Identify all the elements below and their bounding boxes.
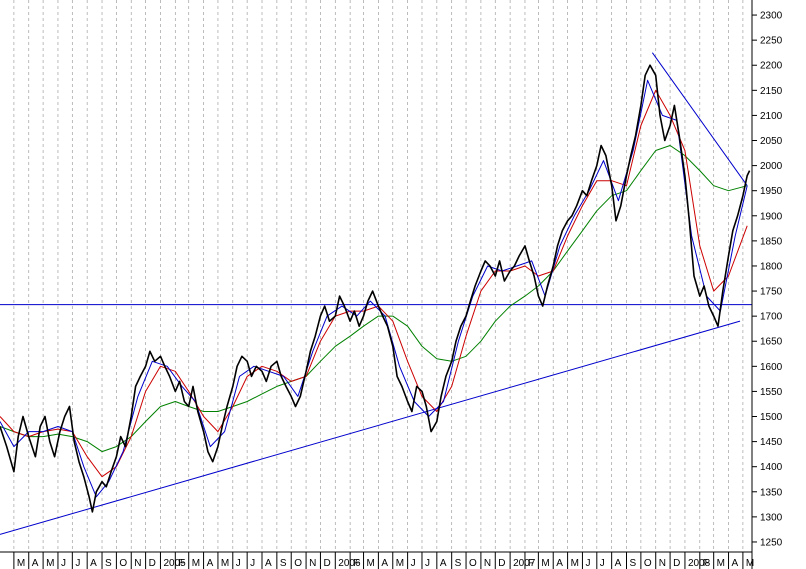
- x-tick-label-36: M: [541, 558, 549, 569]
- y-tick-label-14: 1950: [760, 186, 783, 197]
- x-tick-label-5: A: [90, 558, 97, 569]
- x-tick-label-34: 2007: [513, 558, 536, 569]
- x-tick-label-47: F: [703, 558, 709, 569]
- x-tick-label-50: M: [746, 558, 754, 569]
- grid: [13, 0, 744, 552]
- annotations: [0, 52, 752, 535]
- x-tick-label-15: J: [236, 558, 241, 569]
- y-tick-label-8: 1650: [760, 337, 783, 348]
- y-tick-label-20: 2250: [760, 36, 783, 47]
- trendline-1: [0, 320, 741, 535]
- x-tick-label-49: A: [732, 558, 739, 569]
- x-tick-label-0: M: [17, 558, 25, 569]
- x-tick-label-39: J: [585, 558, 590, 569]
- series: [0, 64, 751, 513]
- y-tick-label-10: 1750: [760, 287, 783, 298]
- y-tick-label-6: 1550: [760, 387, 783, 398]
- x-tick-label-21: D: [323, 558, 330, 569]
- x-tick-label-16: J: [250, 558, 255, 569]
- x-tick-label-44: N: [659, 558, 666, 569]
- x-tick-label-10: 2005: [163, 558, 186, 569]
- x-tick-label-1: A: [32, 558, 39, 569]
- y-tick-label-1: 1300: [760, 512, 783, 523]
- series-line-short-ma: [0, 79, 748, 498]
- x-tick-label-12: M: [192, 558, 200, 569]
- x-tick-label-35: F: [528, 558, 534, 569]
- x-tick-label-40: J: [600, 558, 605, 569]
- x-tick-label-9: D: [149, 558, 156, 569]
- x-tick-label-24: M: [367, 558, 375, 569]
- x-tick-label-7: O: [119, 558, 127, 569]
- y-tick-label-4: 1450: [760, 437, 783, 448]
- y-tick-label-7: 1600: [760, 362, 783, 373]
- x-tick-label-45: D: [673, 558, 680, 569]
- y-tick-label-12: 1850: [760, 236, 783, 247]
- x-tick-label-22: 2006: [338, 558, 361, 569]
- x-tick-label-26: M: [396, 558, 404, 569]
- x-tick-label-33: D: [498, 558, 505, 569]
- y-tick-label-2: 1350: [760, 487, 783, 498]
- series-line-medium-ma: [0, 89, 748, 478]
- x-tick-label-3: J: [61, 558, 66, 569]
- x-tick-label-29: A: [440, 558, 447, 569]
- x-tick-label-19: O: [294, 558, 302, 569]
- x-tick-label-17: A: [265, 558, 272, 569]
- x-tick-label-32: N: [484, 558, 491, 569]
- x-tick-label-6: S: [105, 558, 112, 569]
- y-tick-label-0: 1250: [760, 537, 783, 548]
- x-tick-label-27: J: [411, 558, 416, 569]
- y-tick-label-19: 2200: [760, 61, 783, 72]
- x-tick-label-41: A: [615, 558, 622, 569]
- y-tick-label-21: 2300: [760, 11, 783, 22]
- x-tick-label-4: J: [75, 558, 80, 569]
- y-tick-label-5: 1500: [760, 412, 783, 423]
- x-tick-label-20: N: [309, 558, 316, 569]
- x-tick-label-28: J: [425, 558, 430, 569]
- y-tick-label-16: 2050: [760, 136, 783, 147]
- x-tick-label-46: 2008: [688, 558, 711, 569]
- trendline-2: [651, 52, 748, 186]
- x-tick-label-38: M: [571, 558, 579, 569]
- y-tick-label-3: 1400: [760, 462, 783, 473]
- x-tick-label-2: M: [46, 558, 54, 569]
- y-tick-label-9: 1700: [760, 312, 783, 323]
- y-tick-label-13: 1900: [760, 211, 783, 222]
- x-tick-label-8: N: [134, 558, 141, 569]
- x-tick-label-11: F: [178, 558, 184, 569]
- y-tick-label-11: 1800: [760, 261, 783, 272]
- x-tick-label-18: S: [280, 558, 287, 569]
- y-tick-label-17: 2100: [760, 111, 783, 122]
- x-tick-label-43: O: [644, 558, 652, 569]
- x-tick-label-48: M: [717, 558, 725, 569]
- x-tick-label-31: O: [469, 558, 477, 569]
- x-tick-label-23: F: [353, 558, 359, 569]
- x-tick-label-37: A: [556, 558, 563, 569]
- x-tick-label-30: S: [455, 558, 462, 569]
- series-line-price: [0, 64, 751, 513]
- x-tick-label-42: S: [630, 558, 637, 569]
- y-tick-label-18: 2150: [760, 86, 783, 97]
- axes: 1250 1300 1350 1400 1450 1500 1550 1600 1650 1700…: [0, 0, 783, 569]
- x-tick-label-13: A: [207, 558, 214, 569]
- y-tick-label-15: 2000: [760, 161, 783, 172]
- x-tick-label-14: M: [221, 558, 229, 569]
- x-tick-label-25: A: [381, 558, 388, 569]
